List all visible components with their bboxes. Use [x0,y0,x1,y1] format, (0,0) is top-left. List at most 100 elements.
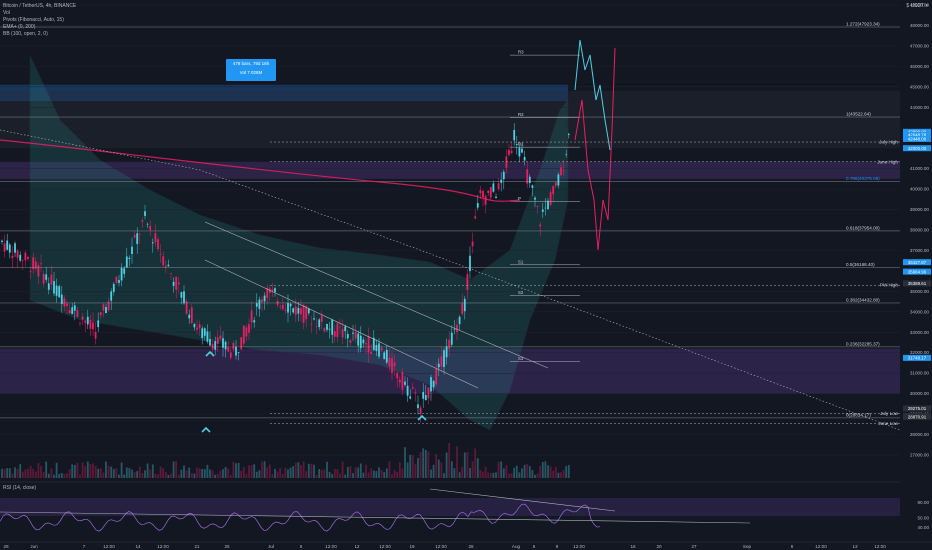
candle-body [29,271,32,273]
volume-bar [310,463,313,478]
candle-body [162,256,165,266]
volume-bar [378,467,380,478]
volume-bar [367,472,370,478]
candle-body [253,320,256,323]
volume-bar [157,474,159,478]
volume-bar [258,470,261,478]
candle-body [240,337,243,350]
candle-body [474,216,477,219]
time-tick: Jul [268,544,274,549]
volume-bar [224,466,227,478]
zone-mid [0,90,900,149]
candle-body [203,328,206,336]
zone-june-high [0,161,900,179]
time-tick: 5 [533,544,536,549]
symbol-title[interactable]: Bitcoin / TetherUS, 4h, BINANCE [3,3,77,9]
rsi-indicator-label[interactable]: RSI (14, close) [3,485,37,491]
volume-bar [440,462,443,478]
candle-body [333,331,336,337]
volume-bar [560,472,562,478]
candle-body [53,281,55,294]
price-axis-bg [900,0,932,550]
candle-body [427,387,430,399]
currency-selector[interactable]: $ USDT ▾ [906,3,928,9]
volume-bar [138,466,141,478]
volume-bar [422,448,425,478]
volume-bar [86,461,89,478]
candle-body [138,234,141,235]
volume-bar [326,461,328,478]
volume-bar [297,462,300,478]
price-tick: 34000.00 [910,309,930,314]
candle-body [250,310,253,323]
candle-body [287,302,289,313]
candle-body [302,304,305,323]
candle-body [372,337,375,350]
volume-bar [539,465,542,478]
volume-bar [284,467,287,478]
volume-bar [250,465,253,478]
candle-body [401,372,404,390]
bb-indicator-label[interactable]: BB (100, open, 2, 0) [3,31,48,37]
fib-label: 0(28814.17) [846,412,871,417]
candle-body [515,144,518,145]
volume-bar [222,469,224,478]
volume-bar [105,461,107,478]
price-tag-label: 36427.87 [908,260,927,265]
measure-volume: Vol 7.028M [239,70,263,75]
ema-indicator-label[interactable]: EMA+ (0, 200) [3,24,36,30]
rsi-tick: 50.00 [918,516,930,521]
price-tag [903,128,931,135]
candle-body [411,387,414,389]
candle-body [294,306,297,315]
volume-bar [50,468,53,478]
volume-bar [16,468,19,478]
candle-body [281,304,284,310]
volume-bar [344,474,347,478]
level-label: July High [879,140,898,145]
candle-body [183,291,185,304]
candle-body [149,225,152,230]
candle-body [409,396,412,399]
candle-body [336,323,339,338]
volume-bar [401,468,404,478]
volume-bar [141,473,144,478]
time-tick: 26 [468,544,474,549]
volume-bar [118,474,120,478]
pivots-indicator-label[interactable]: Pivots (Fibonacci, Auto, 15) [3,17,64,23]
candle-body [120,267,123,281]
candle-body [344,326,347,332]
time-tick: 12:00 [435,544,447,549]
time-tick: 12:00 [379,544,391,549]
fib-label: 1(43522.64) [846,112,871,117]
candle-body [456,324,458,333]
volume-bar [445,452,448,478]
price-tick: 47000.00 [910,43,930,48]
candle-body [482,190,484,197]
time-tick: 27 [691,544,697,549]
volume-bar [289,467,292,478]
volume-bar [201,468,204,478]
candle-body [554,182,557,186]
candle-body [201,328,204,339]
volume-bar [414,463,417,478]
volume-bar [102,472,105,478]
price-tick: 28000.00 [910,432,930,437]
candle-body [209,338,211,346]
volume-bar [6,468,9,478]
volume-bar [266,467,269,478]
candle-body [266,287,269,299]
volume-bar [315,474,318,478]
volume-bar [214,474,217,478]
volume-bar [497,461,500,478]
time-tick: Sep [743,544,752,549]
volume-bar [149,469,152,478]
candle-body [42,273,45,284]
vol-indicator-label[interactable]: Vol [3,10,10,16]
time-tick: 6 [791,544,794,549]
volume-bar [443,473,445,478]
candle-body [19,254,22,261]
candle-body [318,319,321,328]
volume-bar [261,461,263,478]
